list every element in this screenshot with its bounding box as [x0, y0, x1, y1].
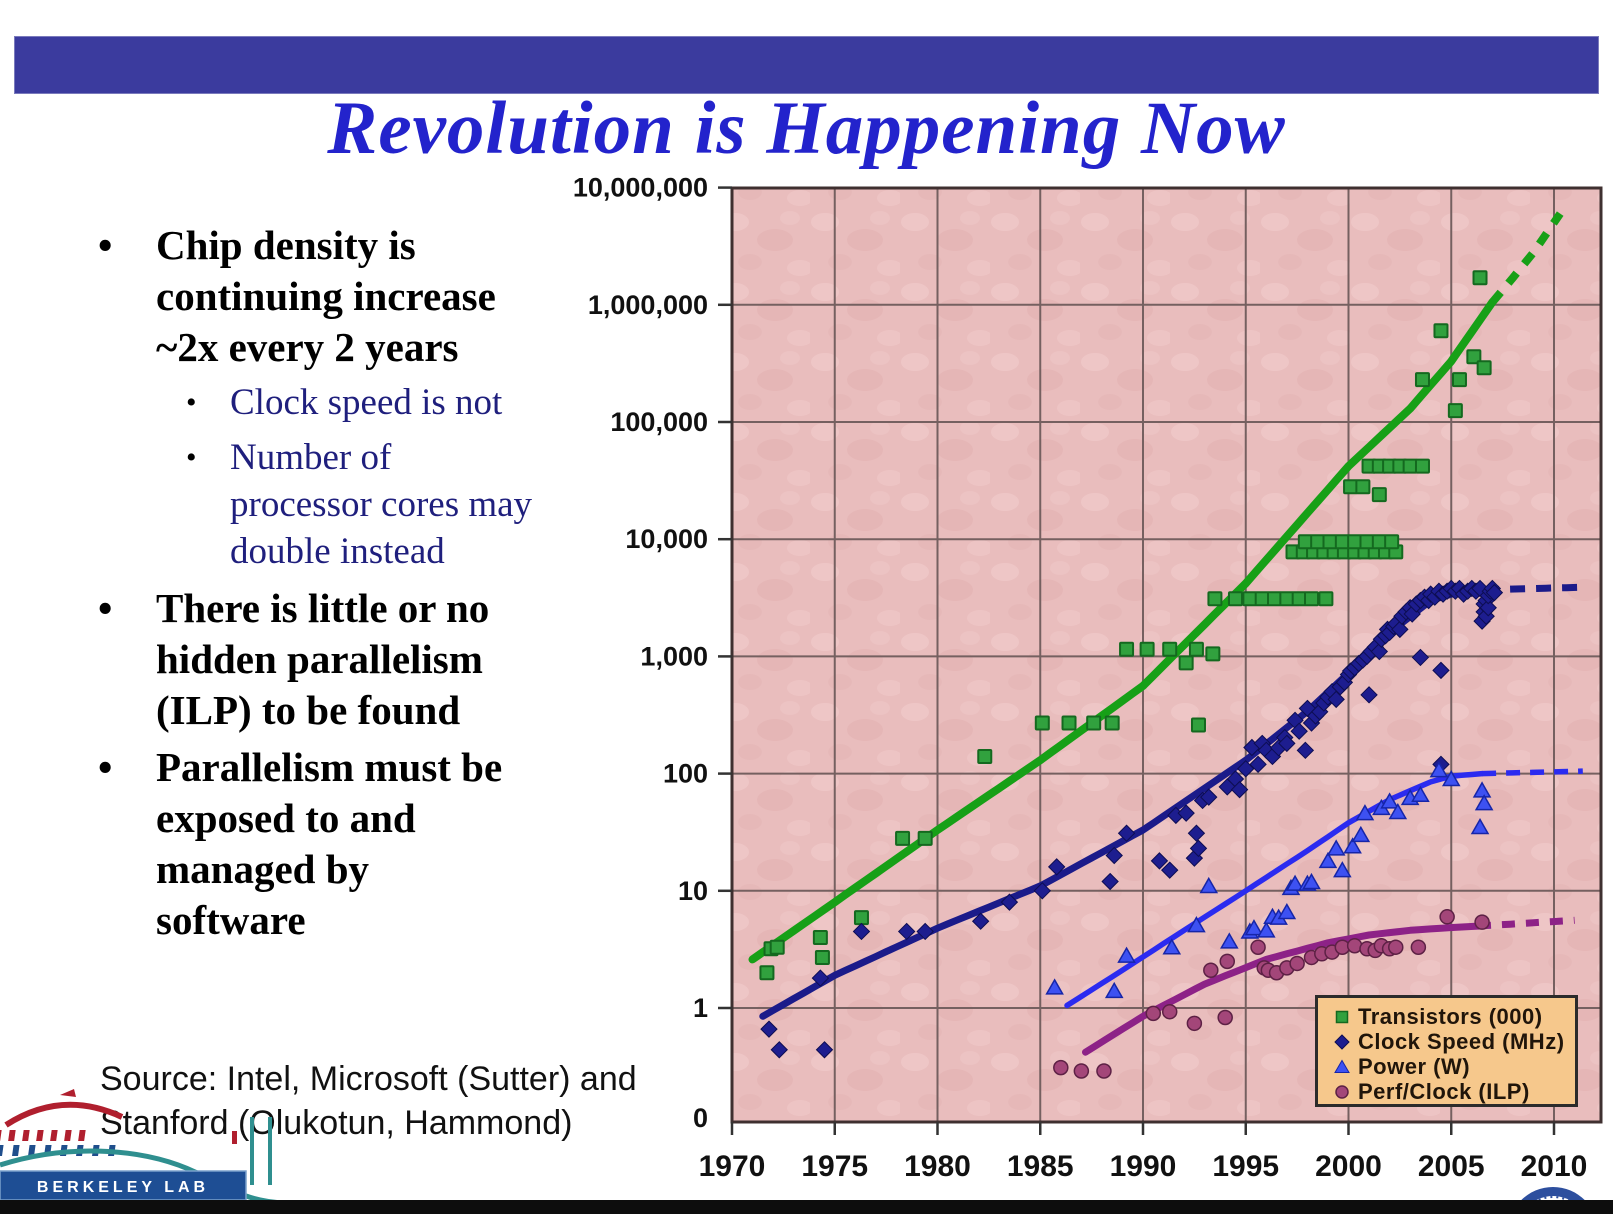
legend-entry-1: Clock Speed (MHz): [1330, 1029, 1575, 1054]
svg-text:2000: 2000: [1315, 1150, 1382, 1183]
page-title: Revolution is Happening Now: [327, 87, 1286, 170]
logo-red-tick-icon: [232, 1131, 237, 1144]
bullet-item-2: • Number of processor cores may double inst…: [186, 434, 598, 575]
svg-text:2005: 2005: [1418, 1150, 1485, 1183]
chart-legend: Transistors (000) Clock Speed (MHz) Power …: [1315, 995, 1578, 1107]
circle-marker-icon: [1335, 1084, 1349, 1099]
svg-text:0: 0: [693, 1103, 708, 1133]
logo-red-comb-icon: [0, 1130, 86, 1141]
svg-text:10,000: 10,000: [625, 524, 708, 554]
svg-text:1980: 1980: [904, 1150, 971, 1183]
x-axis-labels: 1970 1975 1980 1985 1990 1995 2000 2005 2010: [699, 1150, 1588, 1183]
logo-nameplate-text: BERKELEY LAB: [37, 1179, 209, 1196]
series-triangle: [1045, 761, 1583, 1009]
bullet-text: Parallelism must be exposed to and managed…: [156, 744, 503, 943]
bullet-text: Clock speed is not: [230, 382, 503, 423]
svg-text:100,000: 100,000: [610, 407, 708, 437]
series-square: [748, 211, 1564, 981]
bullet-text: There is little or no hidden parallelism(…: [156, 585, 490, 733]
header-bar: [14, 36, 1599, 94]
legend-label: Clock Speed (MHz): [1358, 1028, 1565, 1054]
svg-text:1970: 1970: [699, 1150, 766, 1183]
y-axis-labels: 10,000,0001,000,000100,00010,0001,000100…: [573, 173, 708, 1133]
logo-teal-line-icon: [250, 1117, 254, 1185]
trend-line-dashed: [1477, 916, 1575, 930]
trend-line: [748, 298, 1497, 964]
bullet-list: • Chip density is continuing increase ~2x e…: [98, 220, 598, 952]
svg-text:100: 100: [663, 759, 708, 789]
svg-text:1,000: 1,000: [640, 641, 708, 671]
legend-entry-2: Power (W): [1330, 1054, 1575, 1079]
series-circle: [1053, 909, 1575, 1079]
legend-label: Perf/Clock (ILP): [1358, 1078, 1530, 1104]
logo-swoosh-icon: [0, 1148, 286, 1205]
logo-teal-line-icon: [268, 1117, 272, 1185]
trend-line-dashed: [1482, 768, 1583, 777]
svg-text:2010: 2010: [1521, 1150, 1588, 1183]
svg-text:1990: 1990: [1110, 1150, 1177, 1183]
svg-text:1975: 1975: [801, 1150, 868, 1183]
legend-entry-3: Perf/Clock (ILP): [1330, 1079, 1575, 1104]
berkeley-lab-logo: BERKELEY LAB: [0, 1089, 286, 1205]
trend-line: [1064, 770, 1485, 1009]
svg-text:1,000,000: 1,000,000: [588, 290, 708, 320]
bottom-black-bar: [0, 1200, 1613, 1214]
bullet-text: Chip density is continuing increase ~2x ev…: [156, 222, 496, 370]
triangle-marker-icon: [1334, 1059, 1350, 1073]
series-diamond: [759, 579, 1588, 1059]
bullet-item-3: • There is little or no hidden parallelism…: [98, 583, 598, 736]
logo-flag-icon: [60, 1089, 76, 1097]
plot-border: [730, 186, 1603, 1124]
bullet-item-4: • Parallelism must be exposed to and manage…: [98, 742, 598, 946]
svg-text:1: 1: [693, 993, 708, 1023]
axis-ticks: [718, 186, 1556, 1135]
square-marker-icon: [1335, 1010, 1349, 1023]
source-citation: Source: Intel, Microsoft (Sutter) and St…: [100, 1057, 637, 1145]
logo-nameplate: [0, 1170, 247, 1201]
bullet-marker-icon: •: [98, 744, 113, 790]
legend-entry-0: Transistors (000): [1330, 1004, 1575, 1029]
diamond-marker-icon: [1334, 1033, 1350, 1050]
logo-dome-icon: [4, 1101, 124, 1128]
bullet-marker-icon: •: [98, 585, 113, 631]
svg-text:10,000,000: 10,000,000: [573, 173, 708, 203]
bullet-marker-icon: •: [186, 441, 197, 474]
bullet-marker-icon: •: [186, 386, 197, 419]
svg-text:1985: 1985: [1007, 1150, 1074, 1183]
trend-line-dashed: [1489, 211, 1564, 305]
bullet-item-1: • Clock speed is not: [186, 379, 598, 426]
bullet-item-0: • Chip density is continuing increase ~2x e…: [98, 220, 598, 373]
source-line-1: Source: Intel, Microsoft (Sutter) and: [100, 1060, 637, 1098]
source-line-2: Stanford (Olukotun, Hammond): [100, 1104, 573, 1142]
svg-text:1995: 1995: [1212, 1150, 1279, 1183]
svg-text:10: 10: [678, 876, 708, 906]
legend-label: Transistors (000): [1358, 1003, 1543, 1029]
bullet-marker-icon: •: [98, 222, 113, 268]
legend-label: Power (W): [1358, 1053, 1471, 1079]
trend-line-dashed: [1483, 583, 1588, 594]
bullet-text: Number of processor cores may double inste…: [230, 437, 533, 572]
